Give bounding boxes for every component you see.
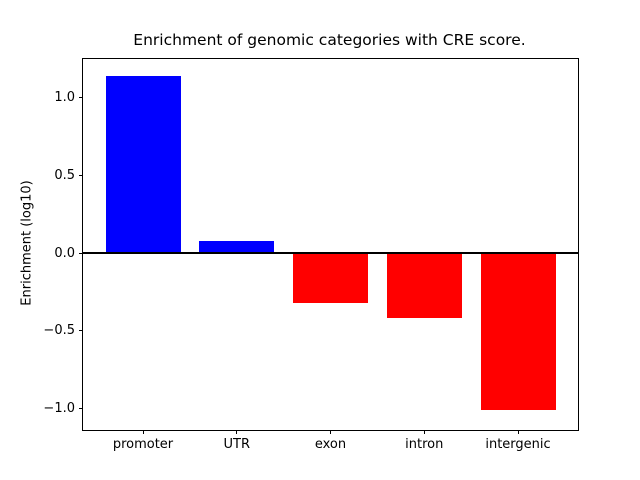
y-tick xyxy=(78,407,83,409)
x-tick xyxy=(423,430,425,434)
x-tick-label-intron: intron xyxy=(405,437,444,452)
x-tick-label-exon: exon xyxy=(314,437,347,452)
x-tick xyxy=(330,430,331,434)
y-tick xyxy=(78,252,83,254)
plot-area: −1.0 −0.5 0.0 0.5 1.0 promoter UTR exon intron in… xyxy=(43,58,579,452)
x-tick-label-promoter: promoter xyxy=(112,437,174,452)
y-tick-label: −0.5 xyxy=(43,323,75,339)
bar-UTR xyxy=(199,240,275,254)
y-tick-label: 1.0 xyxy=(54,90,75,106)
x-tick xyxy=(142,430,144,434)
bar-promoter xyxy=(105,76,181,254)
bar-intergenic xyxy=(480,253,556,410)
y-tick-label: −1.0 xyxy=(43,400,75,416)
bar-exon xyxy=(293,253,368,303)
y-tick xyxy=(78,330,83,332)
x-tick-label-intergenic: intergenic xyxy=(485,437,551,452)
x-tick xyxy=(517,430,519,434)
x-tick xyxy=(236,430,238,434)
y-tick xyxy=(78,174,83,176)
chart-title: Enrichment of genomic categories with CR… xyxy=(133,31,526,49)
bar-intron xyxy=(386,253,462,319)
y-axis-label: Enrichment (log10) xyxy=(19,180,35,306)
y-tick-label: 0.5 xyxy=(54,167,75,183)
zero-baseline xyxy=(83,251,578,255)
x-tick-label-UTR: UTR xyxy=(223,437,251,452)
y-tick-label: 0.0 xyxy=(54,245,75,261)
y-tick xyxy=(78,97,83,99)
